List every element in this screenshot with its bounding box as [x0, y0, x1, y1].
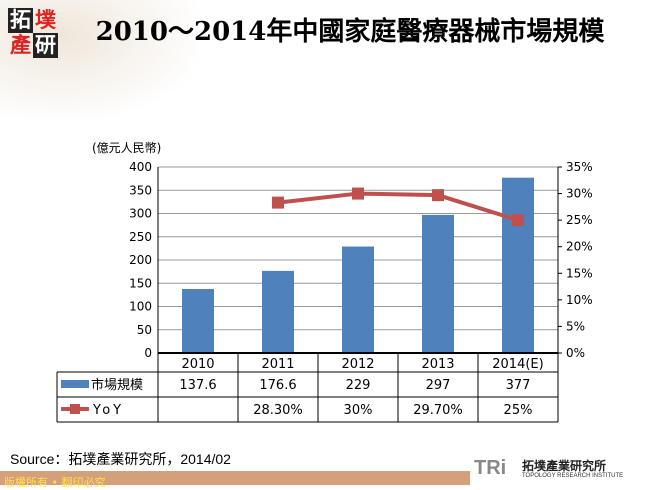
- brand-zh: 拓墣產業研究所: [522, 459, 607, 473]
- yoy-data-label: 28.30%: [253, 403, 303, 418]
- bar-data-label: 297: [426, 378, 451, 393]
- yoy-data-label: 25%: [504, 403, 533, 418]
- legend-line-label: YoY: [92, 403, 124, 418]
- y2-tick-label: 0%: [566, 346, 585, 360]
- y2-tick-label: 20%: [566, 240, 593, 254]
- x-tick-label: 2014(E): [492, 357, 543, 372]
- y2-tick-label: 25%: [566, 213, 593, 227]
- yoy-line: [277, 191, 519, 223]
- yoy-marker: [432, 189, 444, 202]
- yoy-data-label: 29.70%: [413, 403, 463, 418]
- brand-logo: TRi 拓墣產業研究所 TOPOLOGY RESEARCH INSTITUTE: [470, 455, 650, 485]
- brand-mark: TRi: [474, 457, 507, 479]
- x-tick-label: 2010: [181, 357, 214, 372]
- bar: [182, 289, 214, 353]
- y-tick-label: 100: [129, 300, 152, 314]
- yoy-data-label: 30%: [344, 403, 373, 418]
- bar-data-label: 229: [346, 378, 371, 393]
- brand-en: TOPOLOGY RESEARCH INSTITUTE: [522, 473, 624, 479]
- bar-data-label: 377: [506, 378, 531, 393]
- y-tick-label: 50: [137, 323, 152, 337]
- bar-data-label: 176.6: [259, 378, 296, 393]
- legend-line-marker: [70, 404, 80, 414]
- y2-tick-label: 5%: [566, 319, 585, 333]
- y2-tick-label: 10%: [566, 293, 593, 307]
- source-note: Source：拓墣產業研究所，2014/02: [10, 451, 231, 467]
- legend-bar-swatch: [61, 380, 89, 388]
- bar: [502, 177, 534, 353]
- bar: [422, 214, 454, 353]
- y-tick-label: 200: [129, 253, 152, 267]
- x-tick-label: 2011: [261, 357, 294, 372]
- bar: [342, 246, 374, 353]
- yoy-marker: [352, 187, 364, 200]
- copyright-text: 版權所有 • 翻印必究: [4, 476, 106, 489]
- bar: [262, 270, 294, 353]
- y-tick-label: 400: [129, 160, 152, 174]
- y-tick-label: 250: [129, 230, 152, 244]
- logo-char: 拓: [8, 8, 33, 33]
- yoy-marker: [512, 214, 524, 227]
- background-map: [0, 0, 200, 120]
- y2-tick-label: 15%: [566, 266, 593, 280]
- logo-char: 墣: [35, 8, 56, 32]
- y-axis-title: (億元人民幣): [92, 141, 161, 155]
- legend-bar-label: 市場規模: [91, 377, 143, 393]
- y2-tick-label: 30%: [566, 187, 593, 201]
- y-tick-label: 150: [129, 276, 152, 290]
- bar-data-label: 137.6: [179, 378, 216, 393]
- chart-title: 2010～2014年中國家庭醫療器械市場規模: [95, 17, 605, 47]
- x-tick-label: 2012: [341, 357, 374, 372]
- y-tick-label: 300: [129, 207, 152, 221]
- y-tick-label: 0: [144, 346, 152, 360]
- x-tick-label: 2013: [421, 357, 454, 372]
- logo-char: 產: [10, 33, 31, 57]
- logo-char: 研: [33, 33, 58, 58]
- logo: 拓 墣 產 研: [8, 8, 58, 58]
- y-tick-label: 350: [129, 183, 152, 197]
- y2-tick-label: 35%: [566, 160, 593, 174]
- yoy-marker: [272, 196, 284, 209]
